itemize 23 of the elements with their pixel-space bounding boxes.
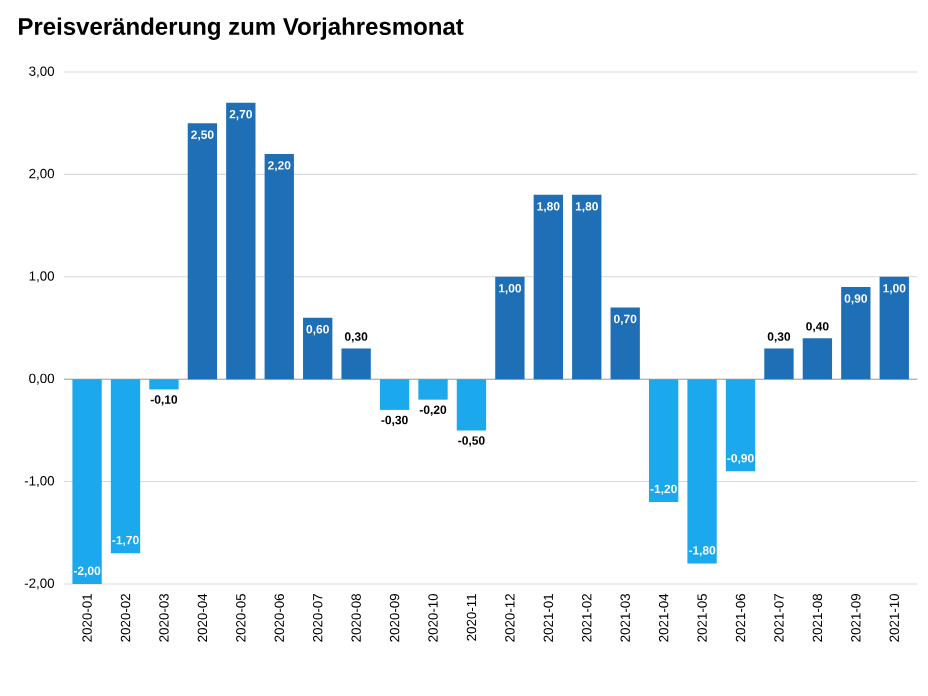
bar [110,379,141,554]
bar [802,338,833,380]
bar [418,379,448,400]
bar [379,379,410,410]
bar [226,102,256,380]
bar [879,276,909,380]
chart-title: Preisveränderung zum Vorjahresmonat [19,17,464,40]
bar [264,153,294,380]
bar [341,348,371,380]
bar [303,317,333,380]
bar [572,194,602,380]
bar [495,276,525,380]
bar [533,194,563,380]
bar [687,379,717,564]
bar [610,307,640,380]
bar [456,379,487,431]
bar [648,379,679,503]
bar [187,123,218,380]
bar [841,287,871,380]
bar [149,379,179,390]
bar [764,348,794,380]
bar [72,379,102,584]
bar [725,379,756,472]
